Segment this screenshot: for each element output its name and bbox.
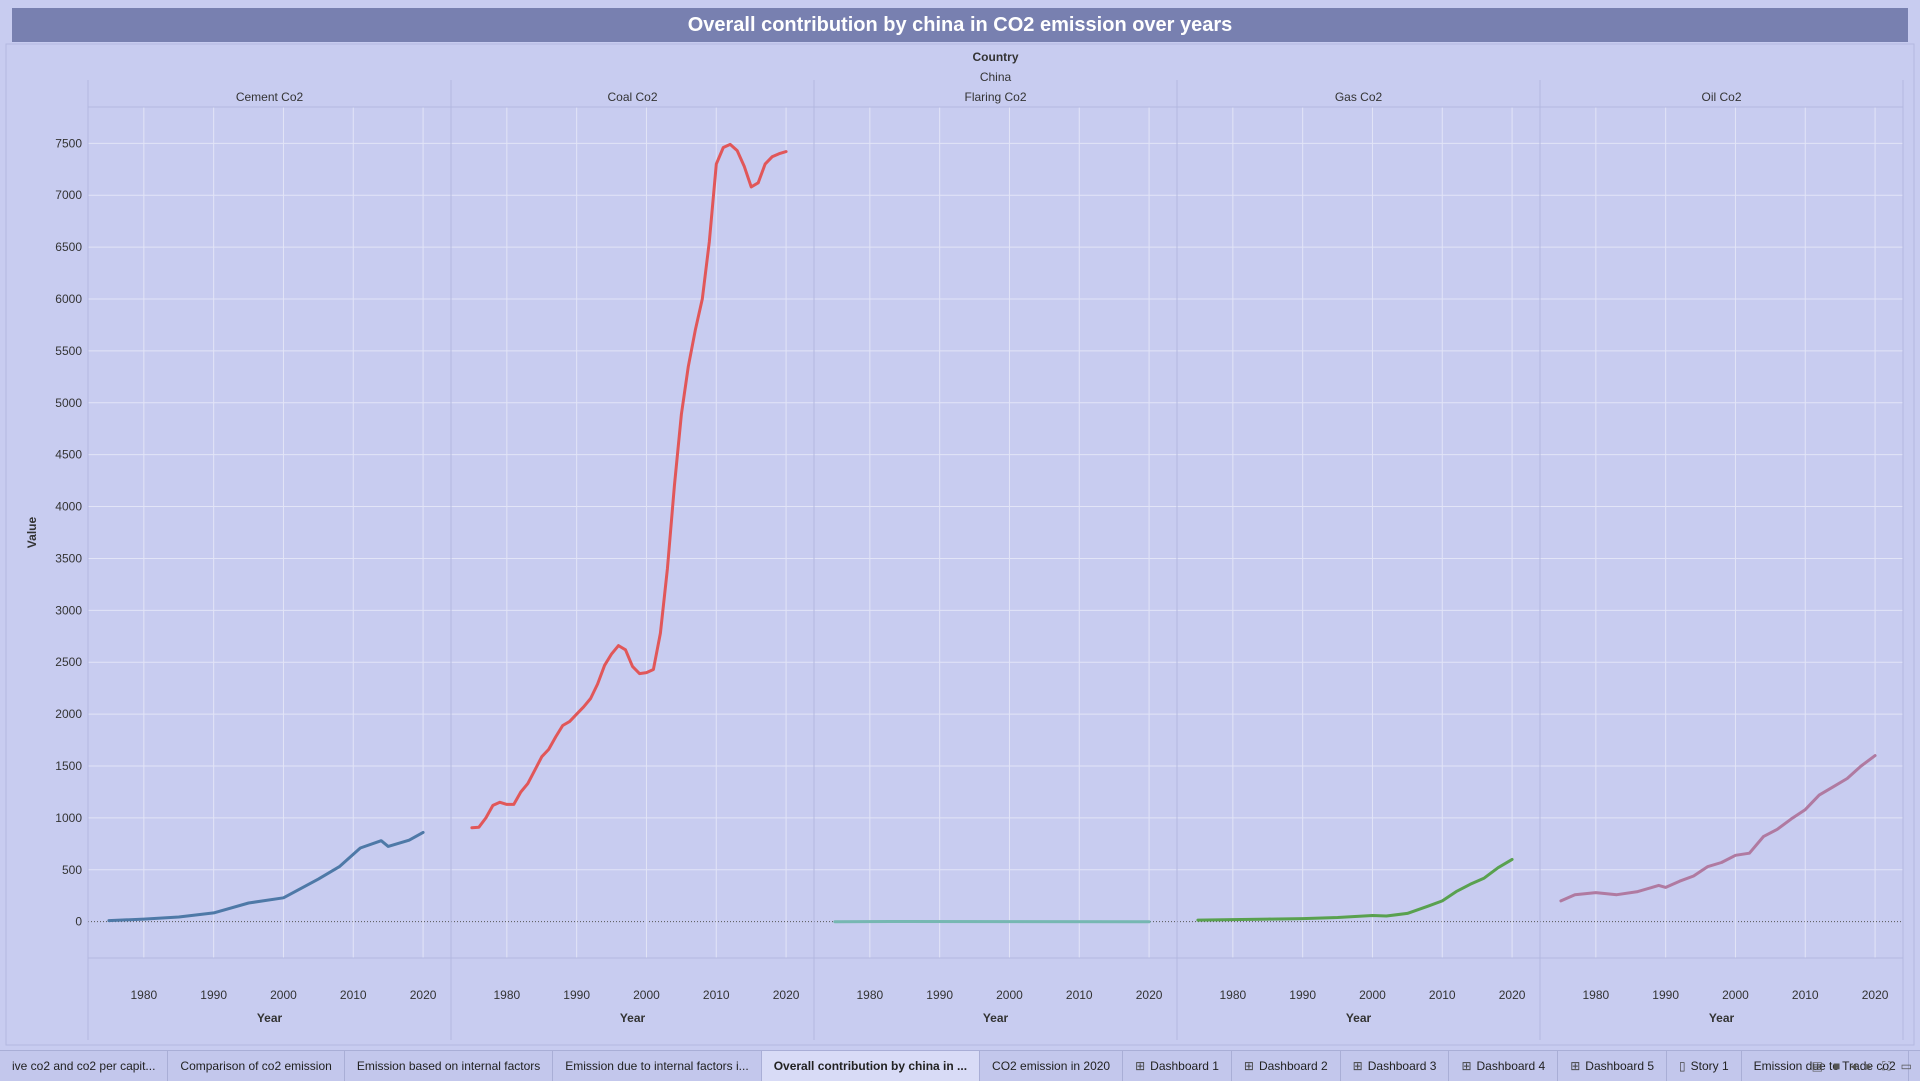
sheet-tab[interactable]: ⊞ Dashboard 3 (1341, 1051, 1450, 1081)
chart-title: Overall contribution by china in CO2 emi… (12, 8, 1908, 42)
sheet-tab[interactable]: Overall contribution by china in ... (762, 1051, 980, 1081)
sheet-tab-label: Comparison of co2 emission (180, 1059, 331, 1073)
y-tick-label: 3000 (55, 603, 82, 617)
sheet-tab-label: Emission based on internal factors (357, 1059, 540, 1073)
x-tick-label: 1980 (1582, 988, 1609, 1002)
x-tick-label: 2010 (1792, 988, 1819, 1002)
list-view-icon[interactable]: ▤ (1812, 1059, 1823, 1073)
y-tick-label: 4500 (55, 448, 82, 462)
x-axis-label: Year (620, 1011, 646, 1025)
sheet-tab-label: CO2 emission in 2020 (992, 1059, 1110, 1073)
x-tick-label: 1980 (493, 988, 520, 1002)
x-tick-label: 1990 (926, 988, 953, 1002)
x-tick-label: 1990 (1289, 988, 1316, 1002)
y-tick-label: 7500 (55, 136, 82, 150)
chart: Country China 0 500 1000 1500 2000 2500 3000 3500… (0, 42, 1920, 1050)
x-axis-label: Year (983, 1011, 1009, 1025)
y-tick-label: 5000 (55, 396, 82, 410)
x-tick-label: 2020 (773, 988, 800, 1002)
y-tick-label: 3500 (55, 551, 82, 565)
dashboard-icon: ⊞ (1353, 1059, 1363, 1073)
x-tick-label: 2010 (340, 988, 367, 1002)
panel-header: Gas Co2 (1335, 90, 1383, 104)
series-line (109, 832, 423, 920)
x-tick-label: 2010 (703, 988, 730, 1002)
sheet-tab[interactable]: ive co2 and co2 per capit... (0, 1051, 168, 1081)
y-tick-label: 1000 (55, 811, 82, 825)
next-sheet-icon[interactable]: ▸ (1866, 1059, 1872, 1073)
x-tick-label: 1980 (1219, 988, 1246, 1002)
tab-controls: ▤ ■ ◂ ▸ ⛶ ▭ (1812, 1051, 1912, 1081)
y-tick-label: 4000 (55, 500, 82, 514)
x-tick-label: 2010 (1066, 988, 1093, 1002)
sheet-tab-label: Overall contribution by china in ... (774, 1059, 967, 1073)
fullscreen-icon[interactable]: ⛶ (1882, 1059, 1890, 1074)
sheet-tab-label: Story 1 (1691, 1059, 1729, 1073)
sheet-tab-label: Emission due to internal factors i... (565, 1059, 748, 1073)
x-tick-label: 2000 (633, 988, 660, 1002)
grid-view-icon[interactable]: ■ (1833, 1059, 1840, 1073)
y-tick-label: 1500 (55, 759, 82, 773)
x-tick-label: 1980 (130, 988, 157, 1002)
x-tick-label: 2020 (1136, 988, 1163, 1002)
y-tick-label: 6500 (55, 240, 82, 254)
sheet-tab[interactable]: ⊞ Dashboard 2 (1232, 1051, 1341, 1081)
x-tick-label: 2010 (1429, 988, 1456, 1002)
sheet-tab[interactable]: Emission due to internal factors i... (553, 1051, 761, 1081)
x-tick-label: 2000 (1722, 988, 1749, 1002)
chart-border (6, 44, 1914, 1045)
sheet-tab-label: Dashboard 2 (1259, 1059, 1328, 1073)
sheet-tab-label: Dashboard 1 (1150, 1059, 1219, 1073)
sheet-tab-label: Dashboard 4 (1477, 1059, 1546, 1073)
sheet-tab[interactable]: ▯ Story 1 (1667, 1051, 1742, 1081)
dashboard-icon: ⊞ (1461, 1059, 1471, 1073)
panel-header: Flaring Co2 (964, 90, 1026, 104)
y-tick-label: 5500 (55, 344, 82, 358)
x-tick-label: 2020 (410, 988, 437, 1002)
present-icon[interactable]: ▭ (1901, 1059, 1912, 1073)
x-axis-label: Year (257, 1011, 283, 1025)
dashboard-icon: ⊞ (1135, 1059, 1145, 1073)
y-tick-label: 500 (62, 863, 82, 877)
sheet-tab[interactable]: ⊞ Dashboard 4 (1449, 1051, 1558, 1081)
dashboard-icon: ⊞ (1570, 1059, 1580, 1073)
x-tick-label: 1990 (1652, 988, 1679, 1002)
dashboard-icon: ⊞ (1244, 1059, 1254, 1073)
y-tick-label: 2000 (55, 707, 82, 721)
sheet-tab-bar: ive co2 and co2 per capit... Comparison o… (0, 1050, 1920, 1081)
x-tick-label: 2000 (996, 988, 1023, 1002)
story-icon: ▯ (1679, 1059, 1686, 1073)
panel-header: Oil Co2 (1701, 90, 1741, 104)
x-axis-label: Year (1709, 1011, 1735, 1025)
sheet-tab-label: ive co2 and co2 per capit... (12, 1059, 155, 1073)
sheet-tab[interactable]: CO2 emission in 2020 (980, 1051, 1123, 1081)
y-tick-label: 0 (75, 915, 82, 929)
y-tick-label: 7000 (55, 188, 82, 202)
panel-header: Cement Co2 (236, 90, 304, 104)
sheet-tab[interactable]: ⊞ Dashboard 1 (1123, 1051, 1232, 1081)
sheet-tab-label: Dashboard 5 (1585, 1059, 1654, 1073)
x-tick-label: 1980 (856, 988, 883, 1002)
sheet-tab[interactable]: ⊞ Dashboard 5 (1558, 1051, 1667, 1081)
sheet-tab-label: Dashboard 3 (1368, 1059, 1437, 1073)
series-line (1561, 756, 1875, 901)
y-axis-label: Value (25, 517, 39, 549)
x-axis-label: Year (1346, 1011, 1372, 1025)
country-header-label: Country (973, 50, 1019, 64)
panel-header: Coal Co2 (607, 90, 657, 104)
country-header-value: China (980, 70, 1012, 84)
x-tick-label: 1990 (563, 988, 590, 1002)
sheet-tab[interactable]: Comparison of co2 emission (168, 1051, 344, 1081)
sheet-tabs: ive co2 and co2 per capit... Comparison o… (0, 1051, 1909, 1081)
x-tick-label: 2000 (1359, 988, 1386, 1002)
sheet-tab[interactable]: Emission based on internal factors (345, 1051, 553, 1081)
y-tick-label: 6000 (55, 292, 82, 306)
x-tick-label: 1990 (200, 988, 227, 1002)
series-line (1198, 859, 1512, 920)
x-tick-label: 2020 (1499, 988, 1526, 1002)
prev-sheet-icon[interactable]: ◂ (1850, 1059, 1856, 1073)
x-tick-label: 2000 (270, 988, 297, 1002)
y-tick-label: 2500 (55, 655, 82, 669)
x-tick-label: 2020 (1862, 988, 1889, 1002)
